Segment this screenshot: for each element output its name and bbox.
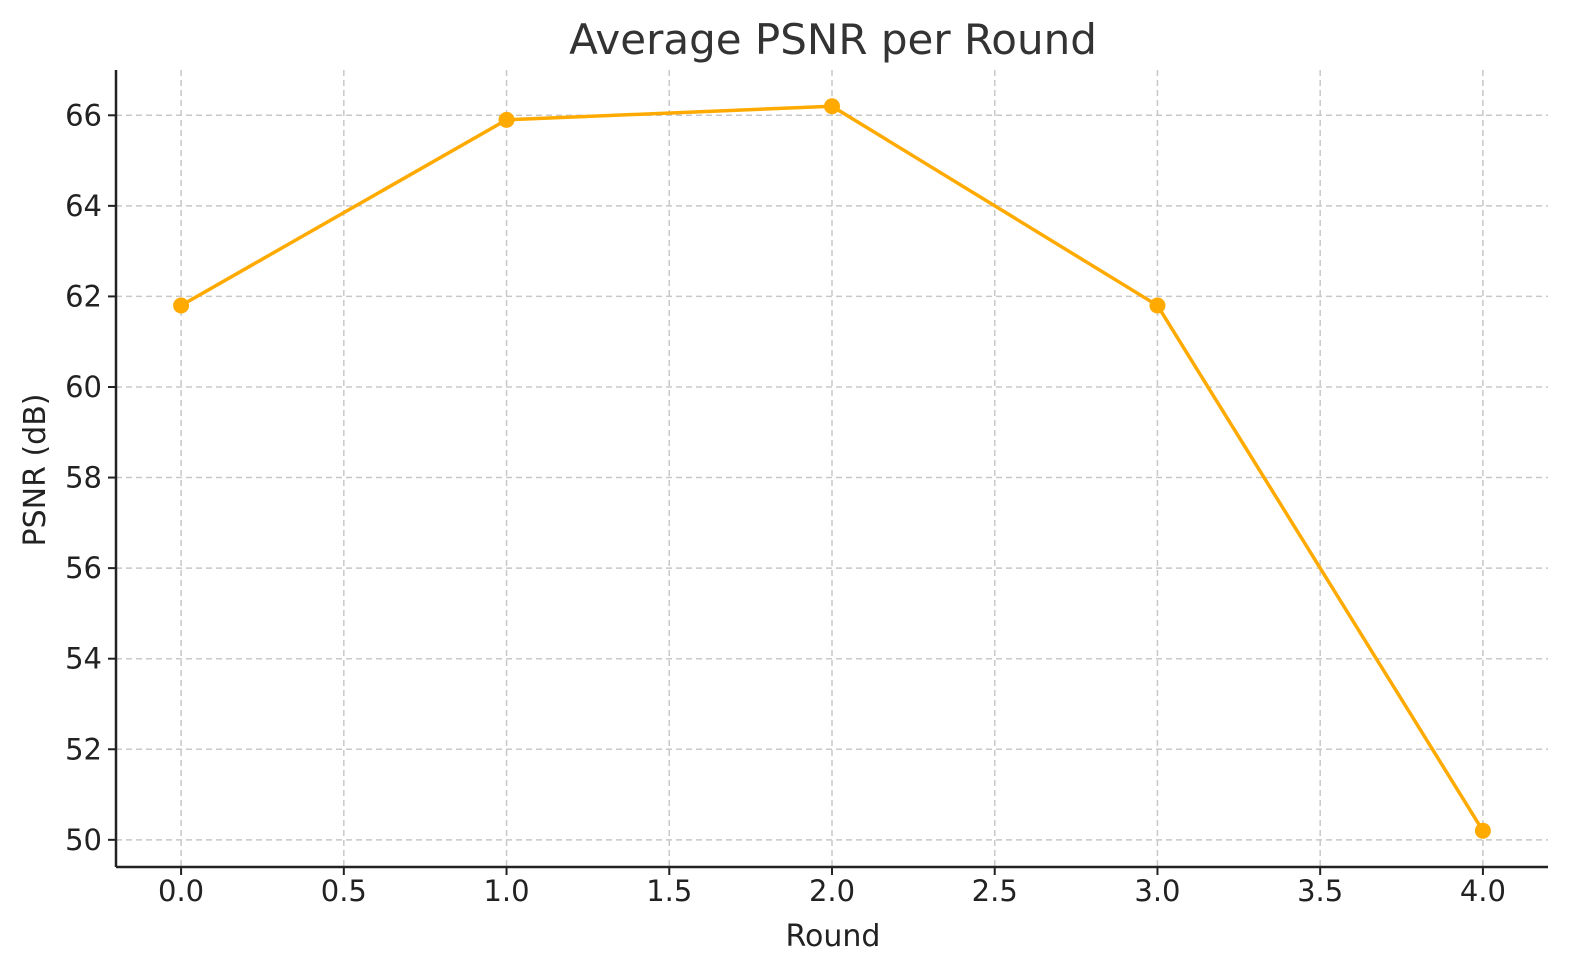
data-point bbox=[1474, 822, 1491, 839]
x-axis-label: Round bbox=[786, 919, 881, 954]
y-tick-label: 60 bbox=[65, 370, 102, 404]
x-tick-label: 3.5 bbox=[1297, 874, 1343, 908]
x-tick-label: 3.0 bbox=[1134, 874, 1180, 908]
x-tick-label: 1.0 bbox=[483, 874, 529, 908]
data-point bbox=[173, 297, 190, 314]
y-tick-label: 62 bbox=[65, 279, 102, 313]
y-axis-label: PSNR (dB) bbox=[18, 394, 53, 547]
y-tick-label: 56 bbox=[65, 551, 102, 585]
y-tick-label: 66 bbox=[65, 98, 102, 132]
x-tick-label: 1.5 bbox=[646, 874, 692, 908]
x-tick-label: 2.5 bbox=[972, 874, 1018, 908]
x-tick-label: 4.0 bbox=[1460, 874, 1506, 908]
x-tick-label: 0.0 bbox=[158, 874, 204, 908]
y-tick-label: 50 bbox=[65, 823, 102, 857]
axes bbox=[108, 70, 1548, 875]
y-tick-label: 54 bbox=[65, 642, 102, 676]
grid bbox=[116, 70, 1548, 867]
y-tick-label: 52 bbox=[65, 732, 102, 766]
data-point bbox=[824, 98, 840, 115]
y-tick-label: 64 bbox=[65, 189, 102, 223]
x-tick-label: 0.5 bbox=[321, 874, 367, 908]
data-series bbox=[173, 98, 1491, 839]
y-tick-label: 58 bbox=[65, 461, 102, 495]
x-tick-label: 2.0 bbox=[809, 874, 855, 908]
chart-title: Average PSNR per Round bbox=[569, 15, 1097, 64]
tick-labels: 0.0 0.5 1.0 1.5 2.0 2.5 3.0 3.5 4.0 50 52 54 56 58 60 6… bbox=[65, 98, 1506, 908]
data-point bbox=[498, 111, 515, 128]
data-point bbox=[1149, 297, 1166, 314]
